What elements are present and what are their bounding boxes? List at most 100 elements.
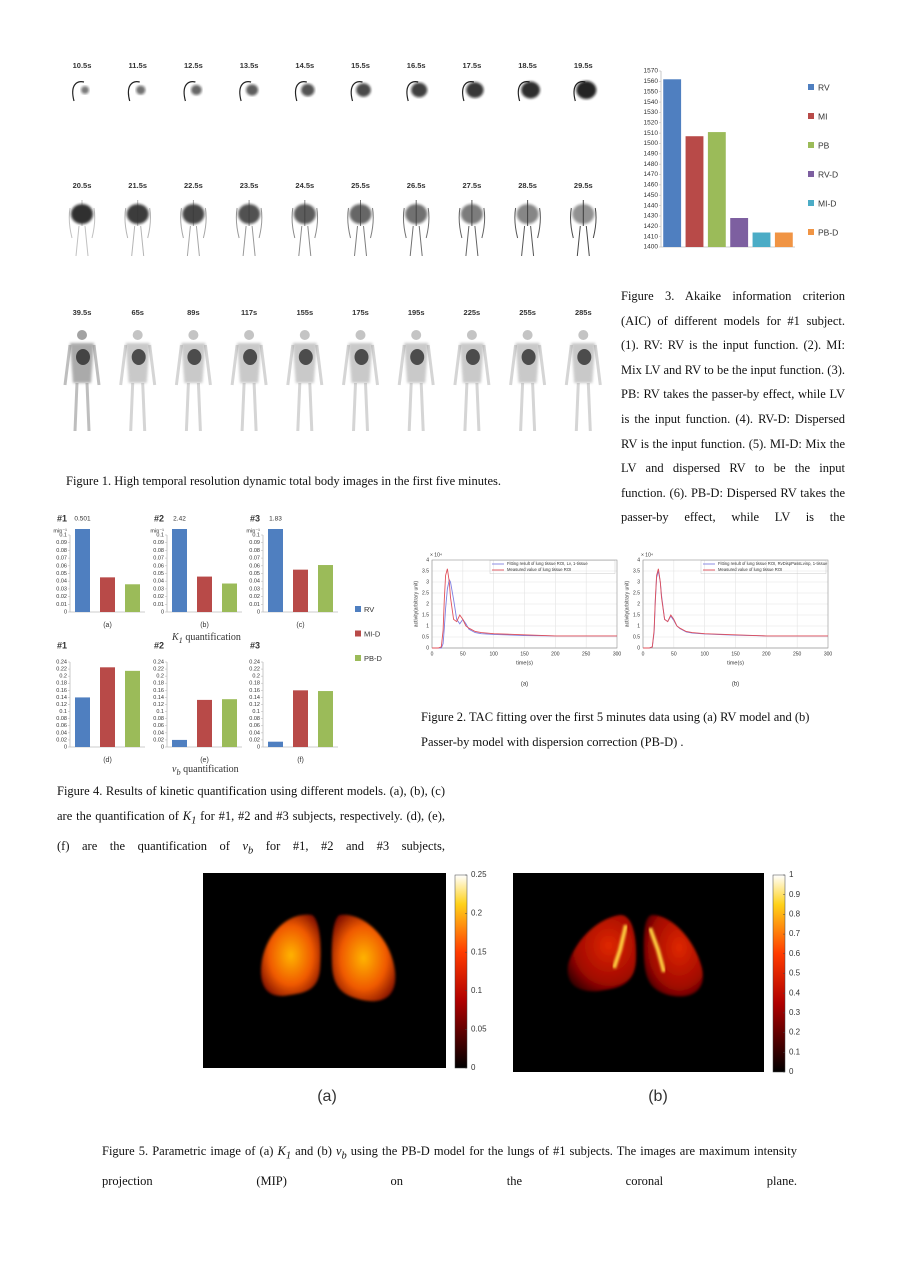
x-tick-label: 200 xyxy=(762,651,771,657)
colorbar-tick-label: 0.2 xyxy=(789,1028,801,1037)
x-axis-label: (a) xyxy=(103,622,112,629)
y-tick-label: 0.14 xyxy=(153,695,164,701)
vessel xyxy=(514,200,541,257)
y-tick-label: 0.07 xyxy=(56,556,67,562)
limbs xyxy=(342,344,379,432)
time-label: 24.5s xyxy=(295,181,314,190)
head xyxy=(188,330,199,340)
x-axis-label: (b) xyxy=(200,622,209,629)
math-subscript: 1 xyxy=(285,1150,292,1162)
y-tick-label: 0.24 xyxy=(153,659,164,665)
time-label: 27.5s xyxy=(463,181,482,190)
legend-label: Fitting result of lung tissue ROI, RvDis… xyxy=(718,561,828,566)
panel-title: #3 xyxy=(250,640,260,650)
vessel xyxy=(458,200,486,257)
y-tick-label: 0.12 xyxy=(153,702,164,708)
limbs xyxy=(509,344,547,432)
organ xyxy=(243,349,258,365)
y-tick-label: 3.5 xyxy=(633,568,640,574)
y-tick-label: 1540 xyxy=(644,99,659,106)
y-tick-label: 0.12 xyxy=(249,702,260,708)
x-tick-label: 150 xyxy=(731,651,740,657)
y-tick-label: 0.06 xyxy=(56,723,67,729)
bar xyxy=(293,690,308,747)
bar xyxy=(75,529,90,612)
body-image xyxy=(347,200,374,257)
bar xyxy=(172,739,187,747)
y-tick-label: 1510 xyxy=(644,130,659,137)
y-tick-label: 1 xyxy=(637,623,640,629)
limbs xyxy=(119,344,157,432)
y-tick-label: 1430 xyxy=(644,213,659,220)
body-image xyxy=(63,330,101,432)
y-tick-label: 0.22 xyxy=(153,667,164,673)
colorbar-tick-label: 0 xyxy=(789,1067,794,1076)
math-base: K xyxy=(182,808,192,823)
y-tick-label: 0.03 xyxy=(153,586,164,592)
colorbar-tick-label: 0.15 xyxy=(471,947,487,956)
uptake xyxy=(411,82,428,98)
value-label: 2.42 xyxy=(173,516,186,523)
panel-label: (a) xyxy=(317,1088,337,1105)
vessel xyxy=(350,81,363,102)
x-tick-label: 250 xyxy=(582,651,591,657)
y-tick-label: 0.5 xyxy=(422,634,429,640)
organ xyxy=(131,349,146,365)
y-tick-label: 1420 xyxy=(644,223,659,230)
y-tick-label: 1490 xyxy=(644,151,659,158)
y-tick-label: 0.04 xyxy=(249,730,260,736)
vessel xyxy=(68,200,96,257)
math-subscript: b xyxy=(176,768,181,777)
y-tick-label: 0.08 xyxy=(56,548,67,554)
math-subscript: b xyxy=(341,1150,347,1162)
y-tick-label: 1520 xyxy=(644,119,659,126)
x-tick-label: 0 xyxy=(642,651,645,657)
uptake xyxy=(356,83,371,97)
head xyxy=(355,330,366,340)
vessel xyxy=(239,81,252,102)
time-label: 255s xyxy=(519,308,536,317)
bar xyxy=(100,577,115,612)
legend-label: RV-D xyxy=(818,169,838,179)
bar xyxy=(774,232,793,247)
body-image xyxy=(124,200,152,257)
figure-5-caption: Figure 5. Parametric image of (a) K1 and… xyxy=(102,1139,797,1194)
math: vb xyxy=(242,839,253,857)
legend-swatch xyxy=(355,606,361,612)
head xyxy=(411,330,422,340)
time-label: 12.5s xyxy=(184,61,203,70)
bar xyxy=(197,699,212,747)
time-label: 195s xyxy=(408,308,425,317)
y-tick-label: 0.24 xyxy=(249,659,260,665)
y-tick-label: 0.09 xyxy=(249,540,260,546)
unit-label: min⁻¹ xyxy=(150,528,164,534)
vessel xyxy=(462,81,475,102)
legend-label: MI-D xyxy=(364,629,381,638)
y-tick-label: 0 xyxy=(64,744,67,750)
time-label: 26.5s xyxy=(407,181,426,190)
body-image xyxy=(183,81,202,102)
y-tick-label: 1470 xyxy=(644,171,659,178)
time-label: 29.5s xyxy=(574,181,593,190)
legend-box xyxy=(700,560,827,574)
y-tick-label: 0.16 xyxy=(153,688,164,694)
organ xyxy=(354,349,369,365)
y-tick-label: 0.1 xyxy=(156,709,164,715)
y-tick-label: 1480 xyxy=(644,161,659,168)
time-label: 14.5s xyxy=(295,61,314,70)
y-tick-label: 0.18 xyxy=(56,681,67,687)
y-multiplier: × 10⁴ xyxy=(430,552,442,558)
vessel xyxy=(569,200,597,257)
y-tick-label: 0.04 xyxy=(249,579,260,585)
x-tick-label: 200 xyxy=(551,651,560,657)
bar xyxy=(125,584,140,612)
time-label: 155s xyxy=(296,308,313,317)
y-tick-label: 0.06 xyxy=(249,723,260,729)
math-base: v xyxy=(172,764,177,775)
time-label: 89s xyxy=(187,308,200,317)
y-tick-label: 0.18 xyxy=(249,681,260,687)
body-image xyxy=(458,200,486,257)
time-label: 11.5s xyxy=(129,61,147,70)
time-label: 22.5s xyxy=(184,181,203,190)
bar xyxy=(222,583,237,612)
